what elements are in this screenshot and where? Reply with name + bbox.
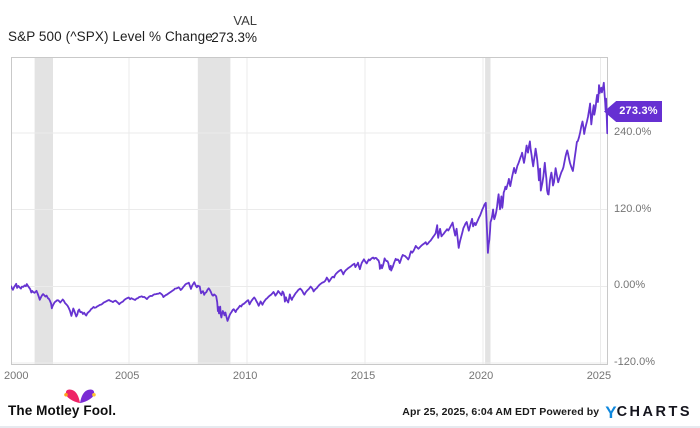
x-axis-tick-label: 2015 [350, 370, 376, 382]
bottom-border [0, 426, 700, 428]
val-column-value: 273.3% [211, 30, 257, 45]
ycharts-logo[interactable]: Y CHARTS [605, 404, 692, 421]
current-value-text: 273.3% [619, 105, 658, 118]
y-axis-tick-label: 0.00% [614, 279, 646, 292]
x-axis-tick-label: 2000 [4, 370, 29, 382]
jester-hat-icon [64, 389, 96, 404]
current-value-badge: 273.3% [604, 100, 662, 122]
x-axis-tick-label: 2005 [114, 370, 140, 382]
chart-plot[interactable] [11, 57, 608, 365]
x-axis-tick-label: 2020 [468, 370, 494, 382]
val-column-header: VAL [233, 13, 257, 28]
motley-fool-wordmark: The Motley Fool. [8, 403, 117, 418]
footer-attribution: Apr 25, 2025, 6:04 AM EDT Powered by Y C… [402, 402, 692, 422]
x-axis-tick-label: 2010 [232, 370, 258, 382]
series-title: S&P 500 (^SPX) Level % Change [8, 29, 213, 44]
timestamp-text: Apr 25, 2025, 6:04 AM EDT Powered by [402, 406, 600, 418]
y-axis-tick-label: -120.0% [614, 356, 655, 369]
motley-fool-logo[interactable]: The Motley Fool. [8, 403, 116, 418]
ycharts-y-glyph: Y [605, 402, 617, 422]
y-axis-tick-label: 240.0% [614, 125, 652, 138]
y-axis-tick-label: 120.0% [614, 202, 652, 215]
ycharts-wordmark: CHARTS [616, 403, 692, 420]
legend-value-column: VAL 273.3% [157, 13, 257, 46]
x-axis-tick-label: 2025 [586, 370, 612, 382]
